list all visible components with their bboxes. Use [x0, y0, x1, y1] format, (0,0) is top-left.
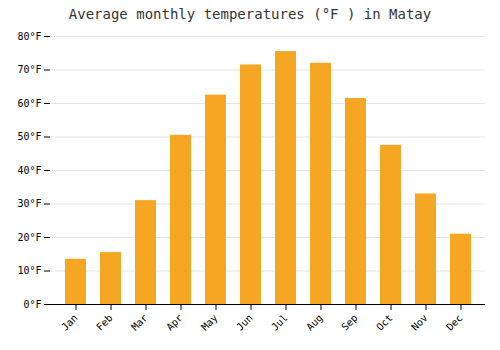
svg-text:Dec: Dec	[444, 312, 465, 333]
svg-text:Oct: Oct	[374, 312, 395, 333]
svg-text:Mar: Mar	[129, 312, 150, 333]
svg-text:Jan: Jan	[59, 312, 80, 333]
svg-text:30°F: 30°F	[17, 198, 41, 209]
svg-text:20°F: 20°F	[17, 232, 41, 243]
svg-text:Apr: Apr	[164, 312, 185, 333]
html-text:Average monthly temperatures (: Average monthly temperatures (°F ) in Ma…	[68, 6, 432, 22]
svg-text:Jun: Jun	[234, 312, 255, 333]
svg-text:Aug: Aug	[304, 312, 325, 333]
svg-text:70°F: 70°F	[17, 64, 41, 75]
svg-text:Nov: Nov	[409, 312, 430, 333]
svg-text:80°F: 80°F	[17, 31, 41, 42]
svg-text:May: May	[199, 312, 220, 333]
svg-text:Feb: Feb	[94, 312, 115, 333]
svg-text:Sep: Sep	[339, 312, 360, 333]
svg-text:10°F: 10°F	[17, 265, 41, 276]
svg-text:50°F: 50°F	[17, 131, 41, 142]
svg-text:60°F: 60°F	[17, 98, 41, 109]
svg-text:Jul: Jul	[269, 312, 290, 333]
svg-text:0°F: 0°F	[23, 299, 41, 310]
svg-text:40°F: 40°F	[17, 165, 41, 176]
